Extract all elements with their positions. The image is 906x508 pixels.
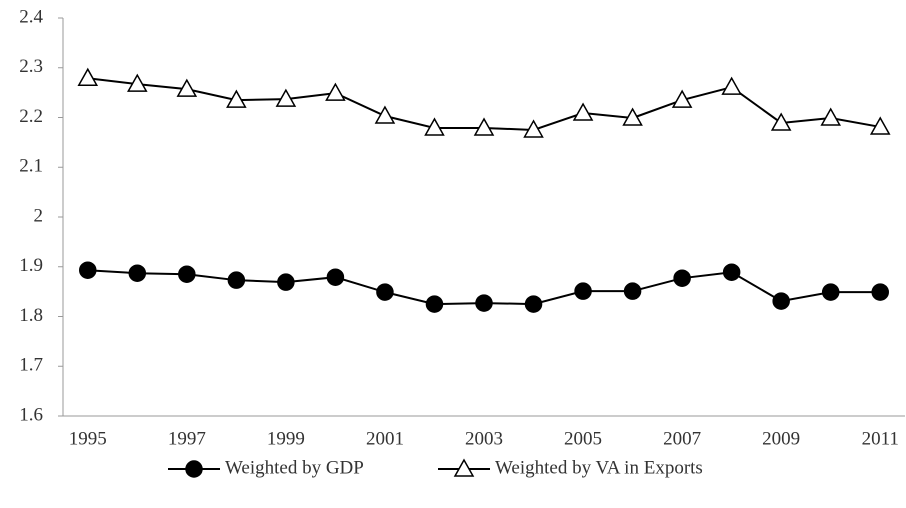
data-point (226, 89, 247, 108)
data-point (425, 295, 444, 313)
data-point (622, 107, 643, 126)
legend-marker (453, 458, 475, 477)
y-tick-label: 2.1 (19, 156, 43, 177)
y-tick-label: 1.6 (19, 404, 43, 425)
x-tick-label: 2003 (465, 428, 503, 449)
x-tick-label: 2001 (366, 428, 404, 449)
y-tick-label: 1.8 (19, 305, 43, 326)
x-tick-label: 2007 (663, 428, 701, 449)
legend-label: Weighted by GDP (225, 457, 364, 478)
data-point (178, 265, 196, 283)
data-point (673, 269, 691, 287)
x-tick-label: 2005 (564, 428, 602, 449)
data-point (475, 294, 493, 312)
data-point (772, 292, 790, 310)
data-point (572, 102, 594, 121)
data-point (721, 76, 742, 95)
data-point (770, 112, 792, 131)
data-point (671, 89, 693, 108)
data-point (424, 117, 445, 136)
data-point (275, 88, 297, 107)
data-point (473, 117, 495, 136)
data-point (820, 107, 841, 126)
y-tick-label: 1.9 (19, 255, 43, 276)
data-point (623, 282, 642, 300)
y-tick-label: 2.3 (19, 56, 43, 77)
data-point (128, 264, 147, 282)
x-tick-label: 2011 (862, 428, 899, 449)
y-tick-label: 2.4 (19, 6, 43, 27)
x-tick-label: 2009 (762, 428, 800, 449)
data-point (821, 283, 840, 301)
legend-label: Weighted by VA in Exports (495, 457, 703, 478)
data-point (326, 268, 345, 286)
data-point (376, 283, 394, 301)
data-point (227, 271, 246, 289)
y-tick-label: 2 (34, 205, 44, 226)
data-point (79, 261, 97, 279)
data-point (722, 263, 741, 281)
x-tick-label: 1997 (168, 428, 206, 449)
data-point (523, 119, 544, 138)
data-point (277, 273, 295, 291)
x-tick-label: 1999 (267, 428, 305, 449)
y-tick-label: 1.7 (19, 355, 43, 376)
legend-marker (185, 460, 203, 478)
data-point (869, 116, 891, 135)
data-point (176, 78, 198, 97)
data-point (77, 67, 99, 86)
data-point (127, 73, 148, 92)
data-point (325, 82, 346, 101)
x-tick-label: 1995 (69, 428, 107, 449)
data-point (574, 282, 592, 300)
data-point (524, 295, 543, 313)
data-point (374, 105, 396, 124)
data-point (871, 283, 889, 301)
y-tick-label: 2.2 (19, 106, 43, 127)
